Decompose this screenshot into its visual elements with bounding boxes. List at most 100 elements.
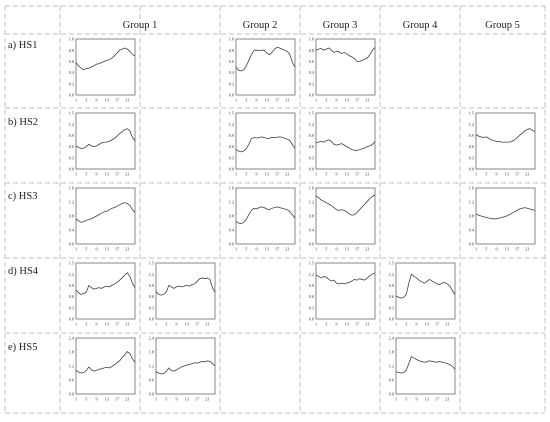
- x-tick-label: 13: [105, 98, 109, 103]
- x-tick-label: 5: [325, 322, 327, 327]
- x-tick-label: 5: [405, 322, 407, 327]
- plot-frame: [155, 337, 216, 395]
- x-tick-label: 5: [85, 397, 87, 402]
- plot-frame: [75, 262, 136, 320]
- y-tick-label: 0.6: [389, 378, 394, 383]
- y-tick-label: 1.2: [149, 364, 154, 369]
- x-tick-label: 13: [425, 322, 429, 327]
- y-tick-label: 0.2: [229, 81, 234, 86]
- x-tick-label: 17: [275, 247, 279, 252]
- x-tick-label: 17: [195, 397, 199, 402]
- y-tick-label: 0.3: [309, 305, 314, 310]
- y-tick-label: 0.6: [309, 294, 314, 299]
- mini-chart-hs5-g1b: 2.4 1.8 1.2 0.6 0.01 5 9 13 17 21: [149, 336, 216, 402]
- series-line: [235, 47, 296, 72]
- y-tick-label: 1.2: [469, 122, 474, 127]
- mini-chart-hs3-g3: 1.6 1.2 0.8 0.4 0.01 5 9 13 17 21: [309, 186, 376, 252]
- y-tick-label: 1.2: [309, 272, 314, 277]
- x-tick-label: 1: [395, 397, 397, 402]
- x-tick-label: 13: [505, 247, 509, 252]
- y-tick-label: 1.6: [229, 186, 234, 191]
- y-tick-label: 1.2: [229, 122, 234, 127]
- y-tick-label: 0.0: [149, 317, 154, 322]
- x-tick-label: 17: [435, 397, 439, 402]
- x-tick-label: 13: [345, 98, 349, 103]
- mini-chart-hs1-g1a: 1.0 0.8 0.6 0.4 0.2 0.01 5 9 13 17 21: [69, 37, 136, 103]
- y-tick-label: 0.3: [229, 155, 234, 160]
- y-tick-label: 0.4: [229, 228, 235, 233]
- x-tick-label: 21: [365, 247, 369, 252]
- x-tick-label: 21: [525, 172, 529, 177]
- x-tick-label: 21: [365, 172, 369, 177]
- series-line: [75, 351, 136, 374]
- x-tick-label: 13: [185, 322, 189, 327]
- x-tick-label: 5: [165, 322, 167, 327]
- x-tick-label: 9: [95, 172, 97, 177]
- y-tick-label: 1.5: [309, 111, 314, 116]
- x-tick-label: 5: [245, 247, 247, 252]
- x-tick-label: 1: [475, 247, 477, 252]
- y-tick-label: 0.3: [149, 305, 154, 310]
- y-tick-label: 0.9: [229, 133, 234, 138]
- x-tick-label: 5: [165, 397, 167, 402]
- mini-chart-hs4-g1b: 1.5 1.2 0.9 0.6 0.3 0.01 5 9 13 17 21: [149, 261, 216, 327]
- y-tick-label: 0.0: [469, 242, 474, 247]
- y-tick-label: 0.0: [69, 167, 74, 172]
- y-tick-label: 1.2: [309, 200, 314, 205]
- y-tick-label: 0.0: [309, 167, 314, 172]
- y-tick-label: 0.0: [309, 242, 314, 247]
- mini-chart-hs3-g1a: 1.6 1.2 0.8 0.4 0.01 5 9 13 17 21: [69, 186, 136, 252]
- x-tick-label: 5: [325, 247, 327, 252]
- x-tick-label: 21: [525, 247, 529, 252]
- x-tick-label: 17: [115, 98, 119, 103]
- y-tick-label: 0.0: [69, 242, 74, 247]
- x-tick-label: 1: [75, 397, 77, 402]
- plot-frame: [315, 262, 376, 320]
- x-tick-label: 5: [85, 322, 87, 327]
- series-line: [75, 128, 136, 149]
- mini-chart-hs1-g2: 1.0 0.8 0.6 0.4 0.2 0.01 5 9 13 17 21: [229, 37, 296, 103]
- plot-frame: [395, 262, 456, 320]
- x-tick-label: 9: [175, 397, 177, 402]
- row-label-hs2: b) HS2: [8, 117, 39, 128]
- y-tick-label: 1.5: [69, 111, 74, 116]
- header-group-4: Group 4: [402, 20, 438, 31]
- x-tick-label: 21: [125, 247, 129, 252]
- x-tick-label: 17: [115, 247, 119, 252]
- x-tick-label: 13: [345, 247, 349, 252]
- y-tick-label: 0.6: [229, 59, 234, 64]
- x-tick-label: 21: [125, 397, 129, 402]
- y-tick-label: 0.0: [389, 317, 394, 322]
- plot-frame: [315, 112, 376, 170]
- x-tick-label: 21: [365, 322, 369, 327]
- x-tick-label: 21: [125, 98, 129, 103]
- y-tick-label: 0.0: [69, 93, 74, 98]
- y-tick-label: 1.6: [309, 186, 314, 191]
- x-tick-label: 21: [205, 397, 209, 402]
- y-tick-label: 0.4: [309, 70, 315, 75]
- x-tick-label: 1: [75, 172, 77, 177]
- y-tick-label: 0.0: [229, 242, 234, 247]
- x-tick-label: 5: [485, 172, 487, 177]
- x-tick-label: 21: [365, 98, 369, 103]
- series-line: [315, 47, 376, 62]
- y-tick-label: 0.6: [389, 294, 394, 299]
- series-line: [75, 47, 136, 71]
- mini-chart-hs3-g2: 1.6 1.2 0.8 0.4 0.01 5 9 13 17 21: [229, 186, 296, 252]
- y-tick-label: 0.4: [69, 228, 75, 233]
- plot-frame: [75, 112, 136, 170]
- plot-frame: [75, 337, 136, 395]
- y-tick-label: 0.4: [229, 70, 235, 75]
- x-tick-label: 21: [125, 172, 129, 177]
- series-line: [235, 136, 296, 153]
- x-tick-label: 1: [155, 322, 157, 327]
- y-tick-label: 1.5: [469, 111, 474, 116]
- y-tick-label: 0.9: [149, 283, 154, 288]
- x-tick-label: 21: [125, 322, 129, 327]
- y-tick-label: 1.2: [309, 122, 314, 127]
- y-tick-label: 0.6: [149, 378, 154, 383]
- y-tick-label: 0.0: [309, 317, 314, 322]
- plot-frame: [315, 187, 376, 245]
- y-tick-label: 0.8: [229, 214, 234, 219]
